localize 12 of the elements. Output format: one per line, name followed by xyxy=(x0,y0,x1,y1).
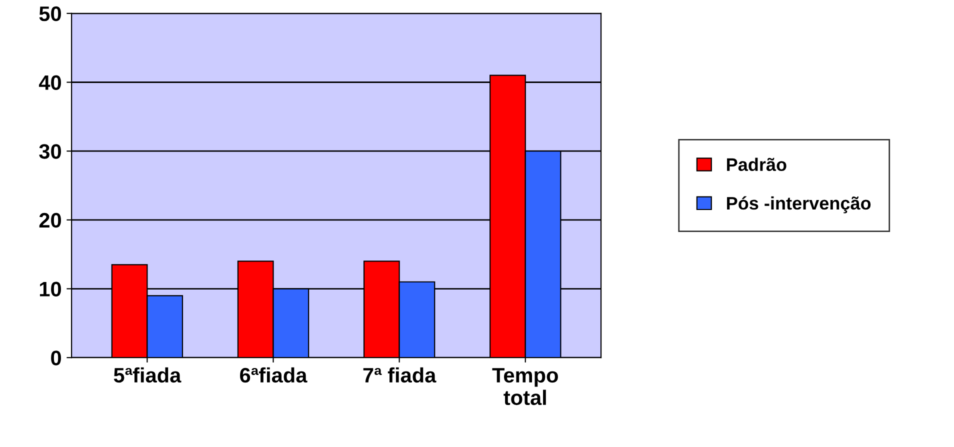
y-tick-label: 0 xyxy=(51,350,61,366)
y-tick-label: 50 xyxy=(39,6,61,22)
x-tick-label: 5ªfiada xyxy=(114,367,182,383)
y-tick-label: 10 xyxy=(40,282,61,297)
legend-label: Padrão xyxy=(727,158,786,172)
x-tick-label: Tempo total xyxy=(492,368,558,406)
y-tick-label: 40 xyxy=(38,75,61,90)
x-tick-label: 6ªfiada xyxy=(240,367,308,383)
y-tick-label: 20 xyxy=(39,212,61,228)
y-tick-label: 30 xyxy=(39,144,61,159)
x-tick-label: 7ª fiada xyxy=(363,367,436,383)
legend-label: Pós -intervenção xyxy=(727,196,871,214)
